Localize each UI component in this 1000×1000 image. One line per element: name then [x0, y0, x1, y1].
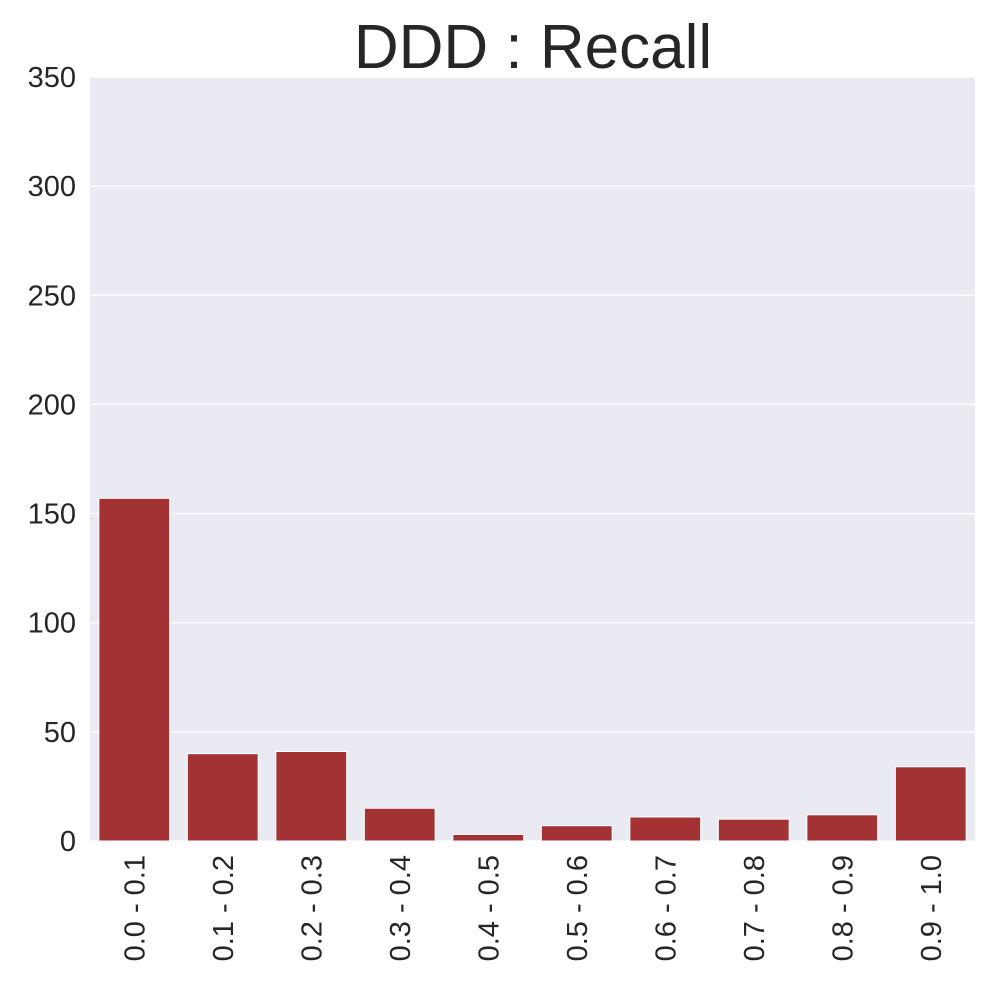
bar-0-5-0-6 — [540, 825, 613, 842]
x-tick-label: 0.1 - 0.2 — [208, 855, 240, 961]
grid-lines — [90, 76, 975, 842]
x-tick-label: 0.3 - 0.4 — [385, 855, 417, 961]
y-tick-label: 50 — [44, 717, 76, 749]
bar-0-6-0-7 — [629, 816, 702, 842]
y-tick-label: 200 — [28, 389, 76, 421]
bar-0-0-0-1 — [98, 497, 171, 842]
x-tick-label: 0.7 - 0.8 — [739, 855, 771, 961]
x-tick-label: 0.0 - 0.1 — [119, 855, 151, 961]
x-tick-label: 0.5 - 0.6 — [562, 855, 594, 961]
bar-0-3-0-4 — [363, 807, 436, 842]
x-tick-label: 0.4 - 0.5 — [473, 855, 505, 961]
y-tick-label: 250 — [28, 280, 76, 312]
bar-0-8-0-9 — [806, 814, 879, 842]
x-tick-label: 0.9 - 1.0 — [916, 855, 948, 961]
x-tick-label: 0.8 - 0.9 — [827, 855, 859, 961]
bar-0-1-0-2 — [186, 753, 259, 842]
y-axis-ticks: 0 50 100 150 200 250 300 350 — [28, 62, 76, 858]
plot-area — [90, 77, 975, 841]
x-tick-label: 0.2 - 0.3 — [296, 855, 328, 961]
y-tick-label: 0 — [60, 826, 76, 858]
bars — [98, 497, 967, 842]
bar-0-7-0-8 — [717, 818, 790, 842]
chart-title: DDD : Recall — [354, 13, 712, 82]
bar-0-4-0-5 — [452, 833, 525, 842]
bar-0-2-0-3 — [275, 751, 348, 842]
x-axis-ticks: 0.0 - 0.1 0.1 - 0.2 0.2 - 0.3 0.3 - 0.4 0.4 … — [119, 855, 948, 961]
x-tick-label: 0.6 - 0.7 — [650, 855, 682, 961]
y-tick-label: 100 — [28, 608, 76, 640]
y-tick-label: 300 — [28, 171, 76, 203]
y-tick-label: 350 — [28, 62, 76, 94]
y-tick-label: 150 — [28, 499, 76, 531]
bar-0-9-1-0 — [894, 766, 967, 842]
